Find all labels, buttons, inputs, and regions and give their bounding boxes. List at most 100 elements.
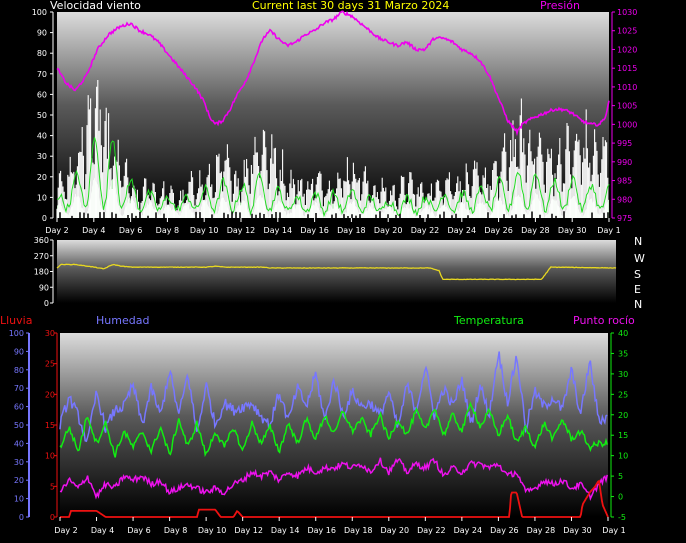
- temp-humidity-axes: 0 5 10 15 20 25 30 0 10 20 30 40 50 60 70 80 90 100 -5 0 5 10…: [9, 329, 628, 535]
- wind-x-tick-label: Day 30: [558, 226, 587, 235]
- temperature-label: Temperatura: [454, 314, 524, 327]
- temperature-y-tick-label: 20: [618, 411, 628, 420]
- pressure-y-tick-label: 995: [617, 139, 632, 148]
- temp-x-tick-label: Day 20: [381, 526, 410, 535]
- temp-x-tick-label: Day 6: [127, 526, 150, 535]
- compass-w: W: [634, 252, 645, 265]
- humidity-series: [59, 351, 608, 443]
- temperature-series: [59, 401, 608, 458]
- wind-y-tick-label: 80: [37, 49, 47, 58]
- wind-x-tick-label: Day 20: [374, 226, 403, 235]
- wind-x-tick-label: Day 1: [597, 226, 620, 235]
- direction-y-tick-label: 360: [34, 236, 49, 245]
- humidity-y-tick-label: 80: [14, 366, 24, 375]
- pressure-y-tick-label: 1025: [617, 27, 637, 36]
- wind-y-tick-label: 30: [37, 152, 47, 161]
- pressure-y-tick-label: 980: [617, 195, 632, 204]
- temp-x-tick-label: Day 4: [91, 526, 114, 535]
- humidity-y-tick-label: 20: [14, 476, 24, 485]
- wind-y-tick-label: 10: [37, 193, 47, 202]
- pressure-y-tick-label: 1030: [617, 8, 637, 17]
- temperature-y-tick-label: -5: [618, 513, 626, 522]
- temp-x-tick-label: Day 26: [490, 526, 519, 535]
- direction-y-tick-label: 90: [39, 283, 49, 292]
- temperature-y-tick-label: 0: [618, 493, 623, 502]
- pressure-y-tick-label: 1020: [617, 45, 637, 54]
- wind-x-tick-label: Day 26: [484, 226, 513, 235]
- pressure-y-tick-label: 975: [617, 214, 632, 223]
- wind-y-tick-label: 90: [37, 29, 47, 38]
- wind-x-tick-label: Day 2: [45, 226, 68, 235]
- humidity-y-tick-label: 50: [14, 421, 24, 430]
- temp-x-tick-label: Day 16: [307, 526, 336, 535]
- direction-y-tick-label: 270: [34, 252, 49, 261]
- direction-y-tick-label: 0: [44, 299, 49, 308]
- rain-y-tick-label: 15: [45, 421, 55, 430]
- pressure-y-tick-label: 1010: [617, 83, 637, 92]
- wind-y-tick-label: 0: [42, 214, 47, 223]
- wind-y-tick-label: 100: [32, 8, 47, 17]
- dewpoint-label: Punto rocío: [573, 314, 635, 327]
- compass-s: S: [634, 268, 641, 281]
- dewpoint-series: [59, 457, 608, 501]
- compass-n-bottom: N: [634, 298, 643, 311]
- wind-x-tick-label: Day 22: [411, 226, 440, 235]
- temperature-y-tick-label: 10: [618, 452, 628, 461]
- rain-y-tick-label: 20: [45, 390, 55, 399]
- temperature-y-tick-label: 25: [618, 390, 628, 399]
- temp-x-tick-label: Day 1: [602, 526, 625, 535]
- rain-label: Lluvia: [0, 314, 33, 327]
- temp-x-tick-label: Day 10: [198, 526, 227, 535]
- temperature-y-tick-label: 15: [618, 431, 628, 440]
- temperature-y-tick-label: 35: [618, 349, 628, 358]
- humidity-y-tick-label: 30: [14, 458, 24, 467]
- wind-x-tick-label: Day 6: [119, 226, 142, 235]
- humidity-y-tick-label: 10: [14, 495, 24, 504]
- pressure-y-tick-label: 990: [617, 158, 632, 167]
- chart-title: Current last 30 days 31 Marzo 2024: [252, 0, 450, 12]
- rain-y-tick-label: 25: [45, 360, 55, 369]
- pressure-series: [56, 10, 610, 137]
- humidity-label: Humedad: [96, 314, 150, 327]
- compass-n-top: N: [634, 235, 643, 248]
- humidity-y-tick-label: 0: [19, 513, 24, 522]
- humidity-y-tick-label: 60: [14, 403, 24, 412]
- temp-x-tick-label: Day 2: [54, 526, 77, 535]
- wind-average-series: [56, 137, 610, 218]
- wind-direction-plot-area: [57, 240, 616, 303]
- pressure-y-tick-label: 1005: [617, 102, 637, 111]
- pressure-y-tick-label: 1000: [617, 120, 637, 129]
- wind-pressure-axes: 0102030405060708090100975980985990995100…: [32, 8, 638, 235]
- temperature-y-tick-label: 30: [618, 370, 628, 379]
- humidity-y-tick-label: 100: [9, 329, 24, 338]
- pressure-label: Presión: [540, 0, 580, 12]
- temperature-y-tick-label: 5: [618, 472, 623, 481]
- rain-series: [60, 479, 609, 518]
- wind-x-tick-label: Day 18: [337, 226, 366, 235]
- wind-y-tick-label: 60: [37, 90, 47, 99]
- rain-y-tick-label: 30: [45, 329, 55, 338]
- wind-calm-marks: [59, 211, 609, 218]
- pressure-y-tick-label: 985: [617, 177, 632, 186]
- temp-x-tick-label: Day 12: [234, 526, 263, 535]
- temp-x-tick-label: Day 8: [164, 526, 187, 535]
- temp-x-tick-label: Day 28: [527, 526, 556, 535]
- temp-x-tick-label: Day 14: [271, 526, 300, 535]
- wind-y-tick-label: 70: [37, 70, 47, 79]
- temp-humidity-series-group: [59, 351, 609, 518]
- wind-speed-label: Velocidad viento: [50, 0, 141, 12]
- temp-x-tick-label: Day 30: [563, 526, 592, 535]
- rain-y-tick-label: 0: [50, 513, 55, 522]
- wind-x-tick-label: Day 14: [264, 226, 293, 235]
- wind-y-tick-label: 20: [37, 173, 47, 182]
- wind-direction-series: [56, 263, 617, 281]
- temp-x-tick-label: Day 18: [344, 526, 373, 535]
- wind-series-group: [56, 10, 610, 218]
- wind-x-tick-label: Day 4: [82, 226, 105, 235]
- direction-series-group: 0 90 180 270 360: [34, 236, 617, 308]
- humidity-y-tick-label: 40: [14, 439, 24, 448]
- wind-x-tick-label: Day 16: [300, 226, 329, 235]
- humidity-y-tick-label: 70: [14, 384, 24, 393]
